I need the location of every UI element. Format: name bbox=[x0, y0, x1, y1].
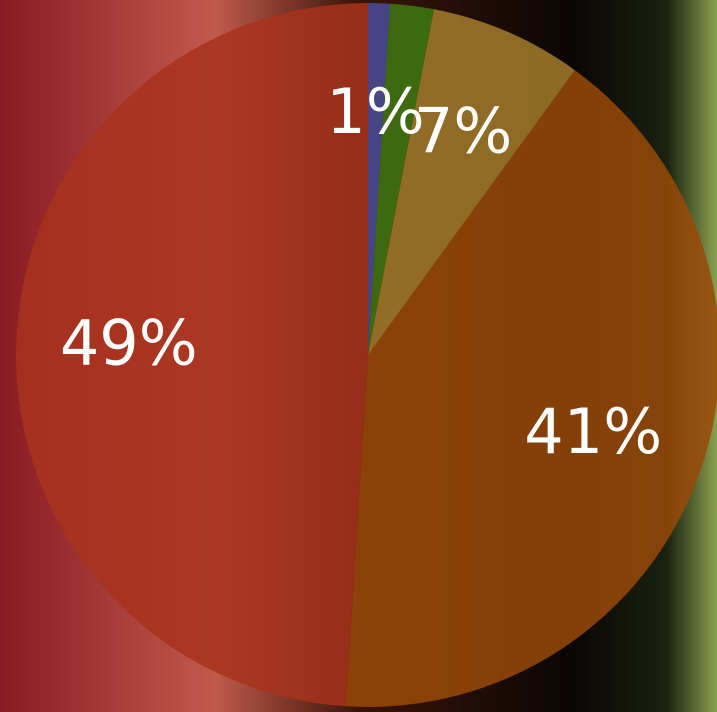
slice-label: 1% bbox=[326, 75, 424, 148]
pie bbox=[15, 3, 717, 707]
pie-slice bbox=[368, 9, 575, 355]
slice-label: 41% bbox=[524, 395, 662, 468]
slice-label: 7% bbox=[414, 94, 512, 167]
pie-slice bbox=[368, 3, 391, 355]
slice-label: 49% bbox=[60, 307, 198, 380]
labels: 1%7% 41% 49% bbox=[60, 75, 662, 468]
pie-slice bbox=[345, 70, 717, 707]
pie-slice bbox=[368, 3, 434, 356]
pie-slice bbox=[15, 3, 368, 707]
